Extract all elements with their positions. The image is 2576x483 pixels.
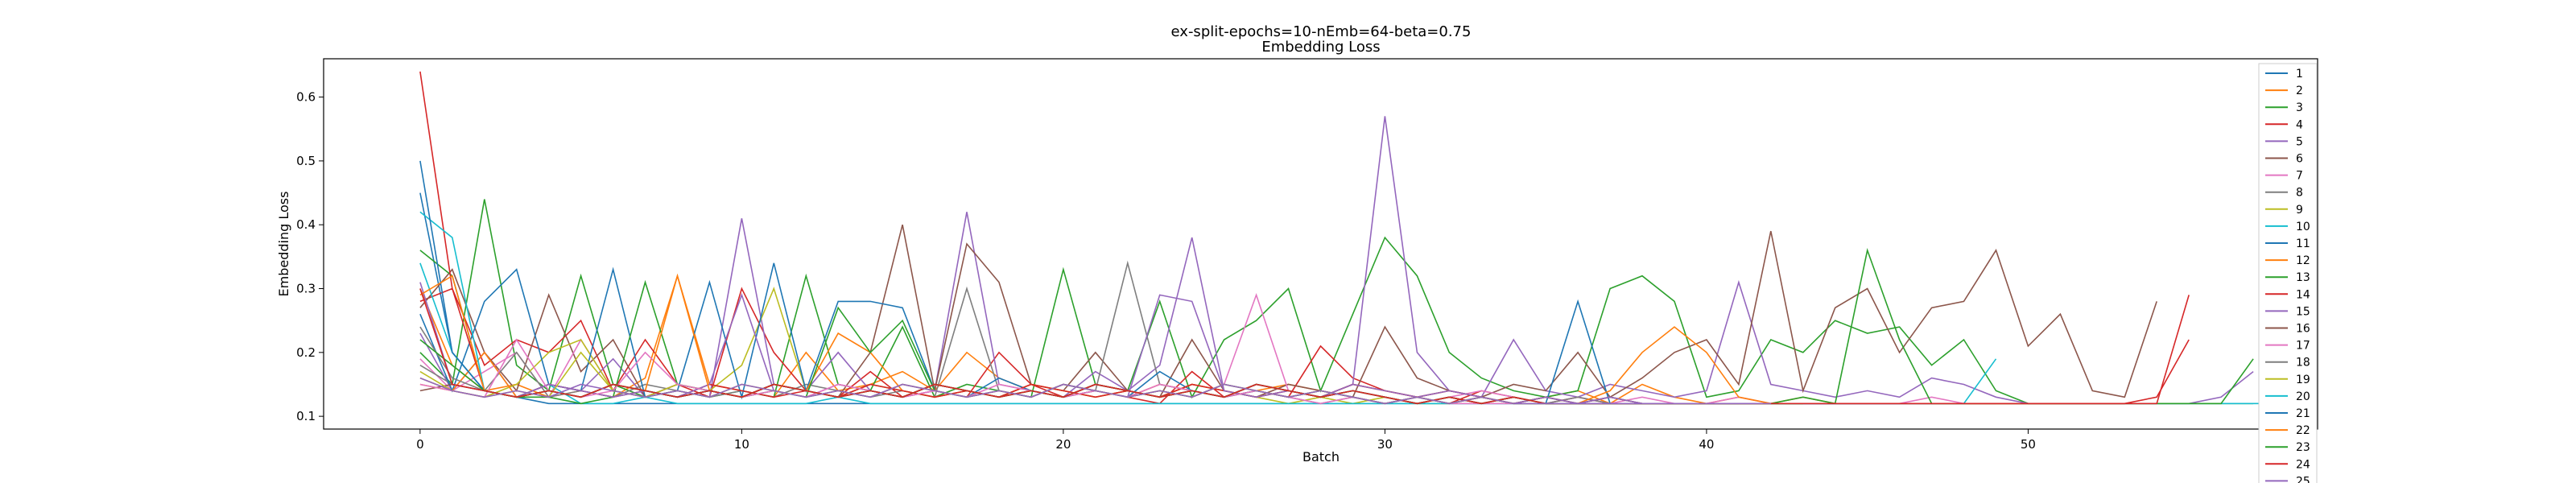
x-tick-label: 30 [1377, 437, 1393, 452]
y-tick-label: 0.4 [296, 217, 316, 232]
series-line-13 [419, 247, 2254, 405]
series-line-20 [419, 211, 1997, 405]
legend-entry-3: 3 [2296, 101, 2303, 114]
legend-entry-16: 16 [2296, 323, 2310, 336]
legend-entry-2: 2 [2296, 85, 2303, 97]
legend-entry-7: 7 [2296, 170, 2303, 183]
plot-lines [419, 71, 2285, 405]
series-line-14 [419, 71, 2190, 405]
chart-subtitle: Embedding Loss [1261, 39, 1380, 56]
x-tick-label: 20 [1055, 437, 1071, 452]
legend-entry-20: 20 [2296, 390, 2310, 403]
legend-entry-5: 5 [2296, 135, 2303, 148]
legend-entry-14: 14 [2296, 288, 2310, 301]
legend-entry-11: 11 [2296, 237, 2310, 250]
series-line-9 [419, 287, 1707, 405]
x-axis: 0 10 20 30 40 50 [416, 429, 2036, 452]
series-line-25 [419, 377, 1771, 405]
legend-entry-8: 8 [2296, 187, 2303, 200]
x-tick-label: 50 [2021, 437, 2036, 452]
legend-entry-9: 9 [2296, 204, 2303, 217]
y-tick-label: 0.1 [296, 409, 316, 423]
x-tick-label: 0 [416, 437, 424, 452]
x-axis-label: Batch [1302, 449, 1340, 464]
series-line-21 [419, 160, 1739, 405]
legend-entry-17: 17 [2296, 340, 2310, 353]
legend-entry-6: 6 [2296, 153, 2303, 166]
legend-entry-23: 23 [2296, 441, 2310, 454]
legend-entry-13: 13 [2296, 271, 2310, 284]
y-axis-label: Embedding Loss [276, 192, 291, 297]
legend-entry-24: 24 [2296, 458, 2310, 471]
x-tick-label: 10 [734, 437, 749, 452]
x-tick-label: 40 [1699, 437, 1714, 452]
y-tick-label: 0.2 [296, 345, 316, 360]
legend-entry-21: 21 [2296, 407, 2310, 420]
chart-title: ex-split-epochs=10-nEmb=64-beta=0.75 [1171, 23, 1472, 40]
legend-entry-15: 15 [2296, 305, 2310, 318]
y-tick-label: 0.5 [296, 154, 316, 168]
series-line-5 [419, 116, 2254, 405]
legend-entry-19: 19 [2296, 374, 2310, 386]
legend-entry-18: 18 [2296, 357, 2310, 369]
legend-entry-12: 12 [2296, 254, 2310, 267]
legend-entry-4: 4 [2296, 118, 2303, 131]
y-tick-label: 0.6 [296, 90, 316, 105]
legend-entry-22: 22 [2296, 424, 2310, 437]
legend-entry-10: 10 [2296, 221, 2310, 233]
series-line-3 [419, 199, 2254, 405]
series-line-6 [419, 225, 2157, 398]
legend-entry-1: 1 [2296, 68, 2303, 80]
y-tick-label: 0.3 [296, 282, 316, 296]
plot-frame [323, 58, 2318, 430]
legend: 1234567891011121314151617181920212223242… [2258, 63, 2318, 483]
y-axis: 0.1 0.2 0.3 0.4 0.5 0.6 [296, 90, 324, 423]
legend-entry-25: 25 [2296, 475, 2310, 483]
